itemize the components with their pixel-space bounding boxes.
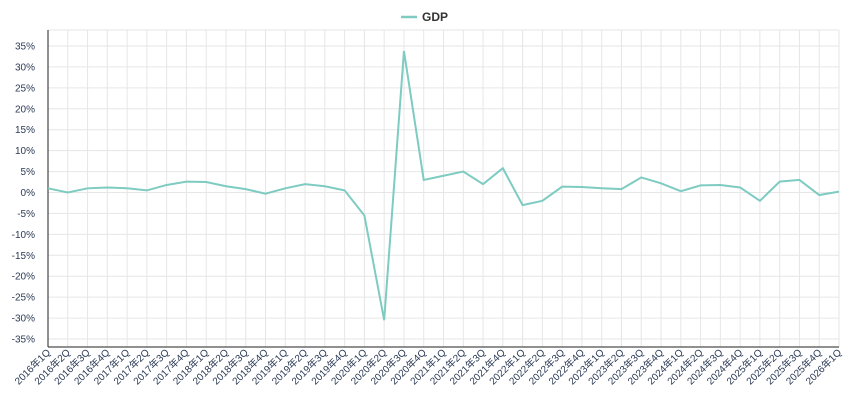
data-point[interactable]: [520, 202, 526, 208]
y-tick-label: -25%: [12, 293, 35, 304]
legend-label-gdp: GDP: [422, 10, 448, 24]
data-point[interactable]: [737, 184, 743, 190]
x-axis-tick-labels: 2016年1Q2016年2Q2016年3Q2016年4Q2017年1Q2017年…: [12, 346, 845, 388]
data-point[interactable]: [816, 192, 822, 198]
data-point[interactable]: [243, 186, 249, 192]
data-point[interactable]: [263, 191, 269, 197]
data-point[interactable]: [65, 190, 71, 196]
data-point[interactable]: [441, 173, 447, 179]
y-axis-tick-labels: 35% 30% 25% 20% 15% 10% 5% 0% -5% -10% -15% -20% -25…: [12, 42, 35, 346]
data-point[interactable]: [599, 185, 605, 191]
data-point[interactable]: [777, 179, 783, 185]
data-point[interactable]: [401, 48, 407, 54]
y-tick-label: -15%: [12, 251, 35, 262]
series-line-gdp[interactable]: [47, 50, 840, 321]
data-point[interactable]: [678, 188, 684, 194]
y-tick-label: 5%: [21, 167, 36, 178]
y-tick-label: -20%: [12, 272, 35, 283]
y-tick-label: 10%: [15, 146, 35, 157]
data-point[interactable]: [579, 184, 585, 190]
y-tick-label: 35%: [15, 42, 35, 53]
data-point[interactable]: [144, 187, 150, 193]
data-point[interactable]: [658, 180, 664, 186]
data-point[interactable]: [203, 179, 209, 185]
data-point[interactable]: [539, 198, 545, 204]
data-point[interactable]: [342, 187, 348, 193]
data-point[interactable]: [104, 184, 110, 190]
data-point[interactable]: [836, 189, 842, 195]
data-point[interactable]: [361, 213, 367, 219]
grid-vertical: [47, 30, 840, 347]
y-tick-label: -5%: [17, 209, 35, 220]
data-point[interactable]: [421, 177, 427, 183]
y-tick-label: -10%: [12, 230, 35, 241]
data-point[interactable]: [282, 185, 288, 191]
data-point[interactable]: [223, 183, 229, 189]
legend[interactable]: GDP: [401, 10, 448, 24]
y-tick-label: 25%: [15, 83, 35, 94]
data-point[interactable]: [698, 182, 704, 188]
data-point[interactable]: [164, 182, 170, 188]
y-tick-label: 20%: [15, 104, 35, 115]
data-point[interactable]: [757, 198, 763, 204]
data-point[interactable]: [618, 186, 624, 192]
y-tick-label: 0%: [21, 188, 36, 199]
y-tick-label: 15%: [15, 125, 35, 136]
data-point[interactable]: [183, 179, 189, 185]
y-tick-label: 30%: [15, 62, 35, 73]
data-point[interactable]: [322, 183, 328, 189]
data-point[interactable]: [460, 169, 466, 175]
data-point[interactable]: [124, 185, 130, 191]
data-point[interactable]: [85, 185, 91, 191]
data-point[interactable]: [302, 181, 308, 187]
data-point[interactable]: [559, 184, 565, 190]
data-point[interactable]: [45, 185, 51, 191]
data-point[interactable]: [480, 181, 486, 187]
data-point[interactable]: [796, 177, 802, 183]
data-point[interactable]: [717, 182, 723, 188]
data-point[interactable]: [381, 317, 387, 323]
y-tick-label: -30%: [12, 314, 35, 325]
y-tick-label: -35%: [12, 335, 35, 346]
data-point[interactable]: [500, 165, 506, 171]
data-point[interactable]: [638, 174, 644, 180]
